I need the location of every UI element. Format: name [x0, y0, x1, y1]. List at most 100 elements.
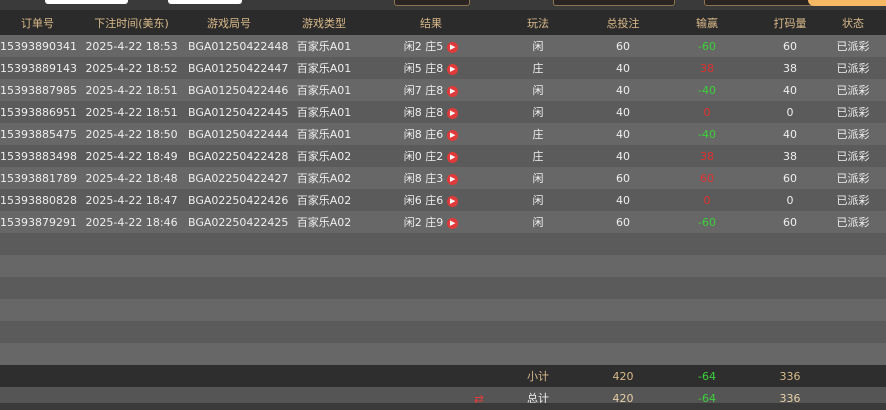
- table-row[interactable]: 15393879291 2025-4-22 18:46 BGA02250422425…: [0, 211, 886, 233]
- cell-time: 2025-4-22 18:48: [75, 167, 188, 189]
- cell-status: 已派彩: [820, 101, 886, 123]
- column-header: 打码量: [760, 10, 820, 35]
- table-row[interactable]: 15393889143 2025-4-22 18:52 BGA01250422447…: [0, 57, 886, 79]
- table-row[interactable]: 15393886951 2025-4-22 18:51 BGA01250422445…: [0, 101, 886, 123]
- cell-order: 15393890341: [0, 35, 77, 57]
- column-header: 订单号: [0, 10, 75, 35]
- subtotal-winloss: -64: [654, 365, 760, 387]
- result-text: 闲2 庄5: [403, 40, 444, 53]
- cell-status: 已派彩: [820, 211, 886, 233]
- refresh-swap-icon[interactable]: ⇄: [473, 391, 484, 406]
- cell-round: BGA01250422446: [188, 79, 288, 101]
- cell-game: 百家乐A01: [270, 79, 378, 101]
- empty-row: [0, 299, 886, 321]
- result-text: 闲6 庄6: [403, 194, 444, 207]
- cell-winloss: 38: [654, 57, 760, 79]
- cell-result: 闲6 庄6 ▶: [378, 189, 484, 211]
- cell-bet: 60: [592, 167, 654, 189]
- cell-status: 已派彩: [820, 35, 886, 57]
- cell-game: 百家乐A01: [270, 101, 378, 123]
- cell-winloss: -60: [654, 211, 760, 233]
- subtotal-valid: 336: [760, 365, 820, 387]
- cell-winloss: 60: [654, 167, 760, 189]
- empty-row: [0, 277, 886, 299]
- start-date-input[interactable]: [45, 0, 128, 4]
- cell-game: 百家乐A02: [270, 145, 378, 167]
- play-replay-icon[interactable]: ▶: [447, 217, 459, 229]
- cell-round: BGA01250422447: [188, 57, 288, 79]
- cell-round: BGA01250422444: [188, 123, 288, 145]
- cell-game: 百家乐A02: [270, 189, 378, 211]
- cell-time: 2025-4-22 18:50: [75, 123, 188, 145]
- end-date-input[interactable]: [168, 0, 242, 4]
- play-replay-icon[interactable]: ▶: [447, 173, 459, 185]
- play-replay-icon[interactable]: ▶: [447, 41, 459, 53]
- cell-order: 15393889143: [0, 57, 77, 79]
- cell-time: 2025-4-22 18:47: [75, 189, 188, 211]
- cell-order: 15393887985: [0, 79, 77, 101]
- cell-round: BGA01250422448: [188, 35, 288, 57]
- play-replay-icon[interactable]: ▶: [447, 63, 459, 75]
- cell-valid: 60: [760, 211, 820, 233]
- column-header: 下注时间(美东): [75, 10, 188, 35]
- filter-button[interactable]: [394, 0, 470, 6]
- cell-winloss: 0: [654, 189, 760, 211]
- filter-select[interactable]: [553, 0, 675, 6]
- bet-records-table: 订单号 下注时间(美东) 游戏局号 游戏类型 结果 玩法 总投注 输赢 打码量 状态 153938…: [0, 10, 886, 409]
- cell-round: BGA01250422445: [188, 101, 288, 123]
- cell-order: 15393886951: [0, 101, 77, 123]
- cell-play: 庄: [484, 145, 592, 167]
- empty-row: [0, 321, 886, 343]
- play-replay-icon[interactable]: ▶: [447, 195, 459, 207]
- cell-bet: 40: [592, 189, 654, 211]
- cell-result: 闲8 庄3 ▶: [378, 167, 484, 189]
- cell-time: 2025-4-22 18:52: [75, 57, 188, 79]
- cell-status: 已派彩: [820, 167, 886, 189]
- cell-winloss: -60: [654, 35, 760, 57]
- cell-game: 百家乐A01: [270, 57, 378, 79]
- cell-result: 闲2 庄5 ▶: [378, 35, 484, 57]
- cell-play: 闲: [484, 35, 592, 57]
- cell-result: 闲5 庄8 ▶: [378, 57, 484, 79]
- cell-winloss: 38: [654, 145, 760, 167]
- cell-valid: 60: [760, 35, 820, 57]
- empty-row: [0, 233, 886, 255]
- cell-game: 百家乐A02: [270, 167, 378, 189]
- cell-status: 已派彩: [820, 123, 886, 145]
- table-row[interactable]: 15393883498 2025-4-22 18:49 BGA02250422428…: [0, 145, 886, 167]
- play-replay-icon[interactable]: ▶: [447, 151, 459, 163]
- table-row[interactable]: 15393880828 2025-4-22 18:47 BGA02250422426…: [0, 189, 886, 211]
- play-replay-icon[interactable]: ▶: [447, 129, 459, 141]
- cell-round: BGA02250422425: [188, 211, 288, 233]
- search-button[interactable]: [808, 0, 886, 6]
- subtotal-label: 小计: [484, 365, 592, 387]
- play-replay-icon[interactable]: ▶: [447, 85, 459, 97]
- cell-result: 闲0 庄2 ▶: [378, 145, 484, 167]
- cell-bet: 60: [592, 211, 654, 233]
- column-header: 游戏局号: [188, 10, 270, 35]
- table-row[interactable]: 15393881789 2025-4-22 18:48 BGA02250422427…: [0, 167, 886, 189]
- result-text: 闲8 庄8: [403, 106, 444, 119]
- table-row[interactable]: 15393890341 2025-4-22 18:53 BGA01250422448…: [0, 35, 886, 57]
- cell-status: 已派彩: [820, 57, 886, 79]
- cell-winloss: -40: [654, 123, 760, 145]
- table-row[interactable]: 15393887985 2025-4-22 18:51 BGA01250422446…: [0, 79, 886, 101]
- cell-bet: 40: [592, 79, 654, 101]
- cell-play: 闲: [484, 79, 592, 101]
- cell-status: 已派彩: [820, 79, 886, 101]
- cell-play: 庄: [484, 57, 592, 79]
- result-text: 闲0 庄2: [403, 150, 444, 163]
- cell-winloss: -40: [654, 79, 760, 101]
- cell-play: 闲: [484, 101, 592, 123]
- cell-valid: 0: [760, 101, 820, 123]
- cell-valid: 38: [760, 145, 820, 167]
- play-replay-icon[interactable]: ▶: [447, 107, 459, 119]
- cell-round: BGA02250422426: [188, 189, 288, 211]
- result-text: 闲8 庄3: [403, 172, 444, 185]
- cell-result: 闲8 庄6 ▶: [378, 123, 484, 145]
- pagination-bar: [0, 403, 886, 410]
- table-row[interactable]: 15393885475 2025-4-22 18:50 BGA01250422444…: [0, 123, 886, 145]
- cell-valid: 40: [760, 79, 820, 101]
- column-header: 状态: [820, 10, 886, 35]
- cell-bet: 60: [592, 35, 654, 57]
